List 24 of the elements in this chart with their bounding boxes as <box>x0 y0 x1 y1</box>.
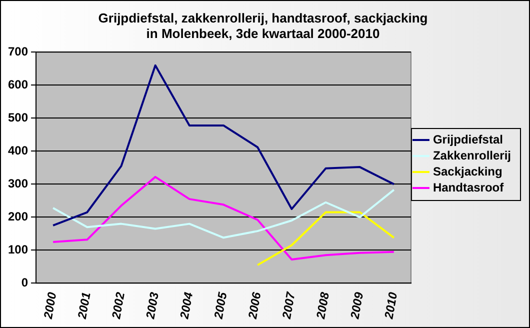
x-tick-label: 2002 <box>108 290 128 321</box>
chart-title: Grijpdiefstal, zakkenrollerij, handtasroof, sackjacking in Molenbeek, 3de kwartaal 2000-2010 <box>98 10 428 41</box>
y-tick-label: 200 <box>8 210 28 224</box>
x-tick-label: 2005 <box>211 290 230 321</box>
y-tick-label: 500 <box>8 110 28 125</box>
legend-label: Handtasroof <box>432 180 505 194</box>
legend-label: Grijpdiefstal <box>432 132 503 146</box>
x-tick-label: 2007 <box>279 290 298 321</box>
y-tick-label: 0 <box>21 276 28 290</box>
x-tick-label: 2000 <box>40 290 60 321</box>
y-tick-label: 100 <box>8 242 28 257</box>
y-tick-label: 700 <box>8 44 28 59</box>
x-tick-label: 2008 <box>313 290 332 321</box>
x-tick-label: 2001 <box>74 290 94 321</box>
y-tick-label: 600 <box>8 78 28 92</box>
x-tick-label: 2006 <box>245 290 264 321</box>
x-tick-label: 2004 <box>177 290 196 321</box>
legend-label: Zakkenrollerij <box>432 148 512 162</box>
x-tick-label: 2009 <box>347 290 366 321</box>
y-tick-label: 400 <box>8 144 28 158</box>
legend-label: Sackjacking <box>432 164 502 178</box>
x-tick-label: 2003 <box>142 290 162 321</box>
x-tick-label: 2010 <box>382 290 400 321</box>
y-tick-label: 300 <box>8 176 28 191</box>
